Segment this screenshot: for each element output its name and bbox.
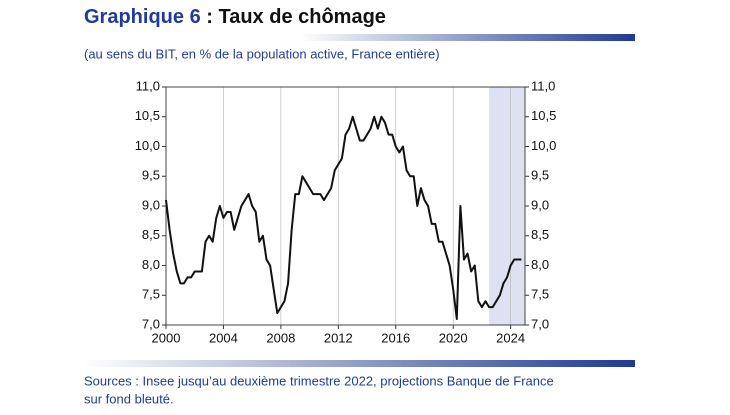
- x-tick-label: 2004: [209, 330, 238, 345]
- title-number: Graphique 6: [84, 6, 201, 28]
- y-tick-label: 9,5: [142, 168, 160, 183]
- y-tick-label: 9,0: [142, 197, 160, 212]
- y2-tick-label: 10,0: [531, 138, 556, 153]
- y-tick-label: 10,5: [135, 108, 160, 123]
- y2-tick-label: 8,5: [531, 227, 549, 242]
- y-tick-label: 7,5: [142, 287, 160, 302]
- x-tick-label: 2012: [324, 330, 353, 345]
- series-line: [165, 115, 522, 321]
- source-note: Sources : Insee jusqu’au deuxième trimes…: [84, 373, 554, 388]
- y-tick-label: 11,0: [136, 78, 160, 93]
- y-tick-label: 7,0: [142, 316, 160, 331]
- chart-title: Graphique 6 : Taux de chômage: [84, 6, 386, 28]
- y2-tick-label: 11,0: [531, 78, 555, 93]
- y2-tick-label: 9,5: [531, 168, 549, 183]
- x-tick-label: 2000: [152, 330, 181, 345]
- x-tick-label: 2016: [381, 330, 410, 345]
- y2-tick-label: 7,5: [531, 287, 549, 302]
- title-rule: [300, 34, 635, 41]
- y-tick-label: 8,0: [142, 257, 160, 272]
- source-note: sur fond bleuté.: [84, 391, 174, 406]
- x-tick-label: 2008: [266, 330, 295, 345]
- x-tick-label: 2020: [439, 330, 468, 345]
- y2-tick-label: 7,0: [531, 316, 549, 331]
- y2-tick-label: 8,0: [531, 257, 549, 272]
- plot-area: 2000 2004 2008 2012 2016 2020 2024 7,0 7,0 7,5 7,5…: [135, 78, 557, 345]
- x-tick-label: 2024: [496, 330, 525, 345]
- y2-tick-label: 9,0: [531, 197, 549, 212]
- projection-band: [489, 87, 525, 325]
- footer-rule: [84, 360, 635, 367]
- y2-tick-label: 10,5: [531, 108, 556, 123]
- title-text: : Taux de chômage: [201, 6, 386, 28]
- y-tick-label: 8,5: [142, 227, 160, 242]
- subtitle: (au sens du BIT, en % de la population a…: [84, 46, 440, 61]
- y-tick-label: 10,0: [135, 138, 160, 153]
